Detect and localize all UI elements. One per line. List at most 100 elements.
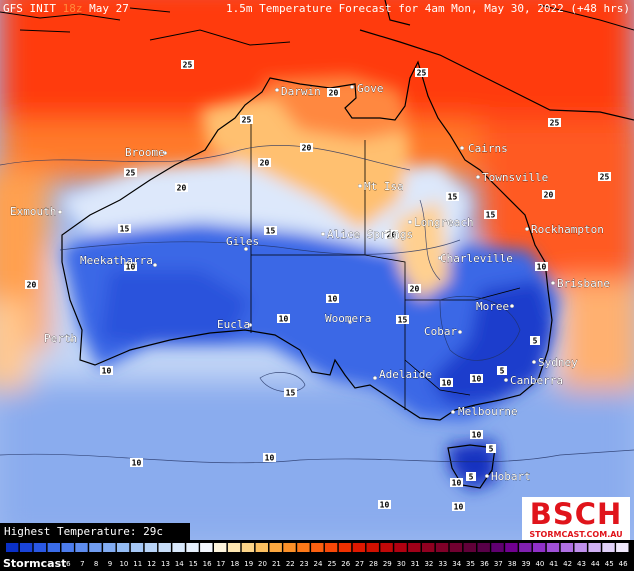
highest-temperature-label: Highest Temperature: 29c	[0, 523, 190, 540]
legend-swatch	[227, 543, 241, 552]
legend-tick-label: 7	[80, 560, 84, 568]
legend-swatch	[186, 543, 199, 552]
svg-text:10: 10	[472, 431, 482, 440]
svg-text:Darwin: Darwin	[281, 85, 321, 98]
contour-label: 25	[240, 115, 253, 125]
legend-tick-label: 17	[216, 560, 225, 568]
bsch-logo: BSCH STORMCAST.COM.AU	[522, 497, 630, 543]
svg-text:Cobar: Cobar	[424, 325, 457, 338]
contour-label: 20	[300, 143, 313, 153]
place-canberra: Canberra	[504, 374, 563, 387]
contour-label: 5	[486, 444, 496, 454]
place-eucla: Eucla	[217, 318, 252, 331]
legend-swatch	[47, 543, 60, 552]
legend-swatch	[505, 543, 518, 552]
legend-tick-label: 9	[108, 560, 112, 568]
init-label: GFS INIT	[3, 2, 56, 15]
svg-text:15: 15	[120, 225, 130, 234]
legend-swatch	[200, 543, 213, 552]
svg-text:20: 20	[260, 159, 270, 168]
legend-tick-label: 18	[230, 560, 239, 568]
svg-text:Sydney: Sydney	[538, 356, 578, 369]
svg-text:20: 20	[302, 144, 312, 153]
contour-label: 10	[440, 378, 453, 388]
svg-text:15: 15	[448, 193, 458, 202]
contour-label: 20	[408, 284, 421, 294]
svg-text:20: 20	[27, 281, 37, 290]
svg-text:25: 25	[550, 119, 560, 128]
svg-text:5: 5	[469, 473, 474, 482]
svg-text:10: 10	[452, 479, 462, 488]
contour-label: 10	[130, 458, 143, 468]
svg-text:Exmouth: Exmouth	[10, 205, 56, 218]
svg-text:15: 15	[398, 316, 408, 325]
legend-swatch	[158, 543, 171, 552]
legend-swatch	[103, 543, 116, 552]
legend-tick-label: 21	[272, 560, 281, 568]
place-charleville: Charleville	[438, 252, 513, 265]
svg-text:Longreach: Longreach	[414, 216, 474, 229]
legend-swatch	[338, 543, 352, 552]
place-darwin: Darwin	[275, 85, 321, 98]
contour-label: 15	[118, 224, 131, 234]
legend-tick-label: 24	[314, 560, 323, 568]
contour-label: 20	[542, 190, 555, 200]
svg-text:Brisbane: Brisbane	[557, 277, 610, 290]
legend-swatch	[574, 543, 587, 552]
legend-swatch	[422, 543, 435, 552]
legend-swatch	[435, 543, 449, 552]
contour-label: 10	[470, 374, 483, 384]
legend-tick-label: 41	[549, 560, 558, 568]
svg-text:Gove: Gove	[357, 82, 384, 95]
legend-tick-label: 6	[66, 560, 71, 568]
svg-text:Mt Isa: Mt Isa	[364, 180, 404, 193]
contour-labels: 25 25 25 25 25 25 20 20 20 20 20 20 20 2…	[25, 60, 611, 512]
svg-text:20: 20	[329, 89, 339, 98]
svg-text:10: 10	[132, 459, 142, 468]
legend-tick-label: 33	[438, 560, 447, 568]
place-giles: Giles	[226, 235, 259, 251]
legend-tick-label: 42	[563, 560, 572, 568]
svg-text:Woomera: Woomera	[325, 312, 371, 325]
legend-tick-label: 11	[133, 560, 142, 568]
svg-text:15: 15	[286, 389, 296, 398]
legend-tick-label: 30	[397, 560, 406, 568]
legend-swatch	[269, 543, 282, 552]
svg-text:Adelaide: Adelaide	[379, 368, 432, 381]
legend-tick-label: 22	[286, 560, 295, 568]
contour-label: 10	[378, 500, 391, 510]
svg-text:10: 10	[537, 263, 547, 272]
legend-swatch	[546, 543, 560, 552]
svg-text:Broome: Broome	[125, 146, 165, 159]
place-townsville: Townsville	[476, 171, 548, 184]
legend-swatch	[33, 543, 47, 552]
place-cairns: Cairns	[460, 142, 508, 155]
legend-tick-label: 15	[189, 560, 198, 568]
place-alice-springs: Alice Springs	[321, 228, 413, 241]
stormcast-credit: Stormcast	[3, 557, 67, 570]
contour-label: 25	[598, 172, 611, 182]
legend-tick-label: 45	[605, 560, 614, 568]
svg-text:Charleville: Charleville	[440, 252, 513, 265]
legend-swatch	[75, 543, 88, 552]
legend-tick-label: 44	[591, 560, 600, 568]
legend-swatch	[19, 543, 33, 552]
legend-swatch	[532, 543, 546, 552]
contour-label: 5	[497, 366, 507, 376]
svg-text:25: 25	[183, 61, 193, 70]
place-gove: Gove	[350, 82, 384, 95]
svg-text:Townsville: Townsville	[482, 171, 548, 184]
west-mild-ocean	[0, 300, 30, 390]
legend-swatch	[602, 543, 615, 552]
contour-label: 5	[466, 472, 476, 482]
svg-text:10: 10	[442, 379, 452, 388]
indonesia-coast	[0, 4, 634, 46]
contour-label: 20	[385, 230, 398, 240]
legend-tick-label: 28	[369, 560, 378, 568]
place-longreach: Longreach	[408, 216, 474, 229]
svg-text:25: 25	[126, 169, 136, 178]
svg-text:15: 15	[486, 211, 496, 220]
place-mt-isa: Mt Isa	[358, 180, 404, 193]
state-borders	[250, 115, 521, 410]
